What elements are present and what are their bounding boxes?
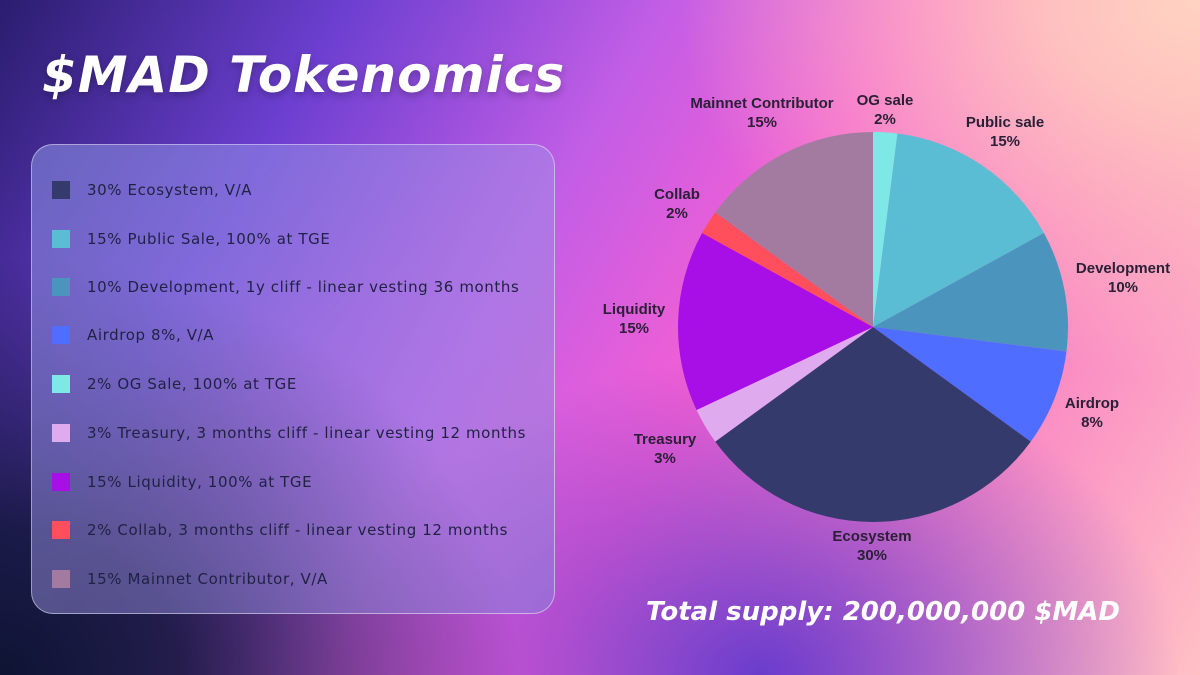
pie-label-liquidity: Liquidity 15% — [603, 301, 666, 337]
pie-slice-og-sale — [873, 132, 898, 327]
legend-label: 2% Collab, 3 months cliff - linear vesti… — [87, 521, 508, 539]
legend-item-mainnet-contributor: 15% Mainnet Contributor, V/A — [52, 568, 328, 590]
legend-label: 30% Ecosystem, V/A — [87, 181, 253, 199]
pie-label-name: Liquidity — [603, 301, 666, 318]
legend-swatch — [52, 278, 70, 296]
pie-label-name: Airdrop — [1065, 395, 1119, 412]
pie-label-value: 15% — [990, 133, 1020, 150]
pie-label-development: Development 10% — [1076, 260, 1170, 296]
legend-item-public-sale: 15% Public Sale, 100% at TGE — [52, 228, 330, 250]
legend-item-collab: 2% Collab, 3 months cliff - linear vesti… — [52, 519, 508, 541]
legend-swatch — [52, 473, 70, 491]
pie-label-value: 30% — [857, 547, 887, 564]
pie-label-value: 2% — [874, 111, 896, 128]
pie-slice-development — [873, 233, 1068, 352]
pie-label-name: Treasury — [634, 431, 697, 448]
pie-label-og-sale: OG sale 2% — [857, 92, 914, 128]
legend-swatch — [52, 326, 70, 344]
pie-slice-public-sale — [873, 133, 1044, 327]
legend-swatch — [52, 570, 70, 588]
pie-label-value: 2% — [666, 205, 688, 222]
legend-label: 10% Development, 1y cliff - linear vesti… — [87, 278, 520, 296]
legend-label: 15% Public Sale, 100% at TGE — [87, 230, 331, 248]
pie-label-treasury: Treasury 3% — [634, 431, 697, 467]
pie-label-name: Development — [1076, 260, 1170, 277]
pie-slice-liquidity — [678, 233, 873, 411]
pie-label-ecosystem: Ecosystem 30% — [832, 528, 911, 564]
legend-label: 2% OG Sale, 100% at TGE — [87, 375, 297, 393]
page-title: $MAD Tokenomics — [42, 46, 566, 104]
legend-swatch — [52, 181, 70, 199]
pie-label-value: 15% — [619, 320, 649, 337]
legend-item-development: 10% Development, 1y cliff - linear vesti… — [52, 276, 519, 298]
legend-swatch — [52, 521, 70, 539]
legend-swatch — [52, 424, 70, 442]
pie-label-name: Mainnet Contributor — [690, 95, 833, 112]
pie-slice-airdrop — [873, 327, 1067, 442]
legend-label: 15% Mainnet Contributor, V/A — [87, 570, 328, 588]
legend-item-ecosystem: 30% Ecosystem, V/A — [52, 179, 252, 201]
pie-label-value: 3% — [654, 450, 676, 467]
pie-label-value: 10% — [1108, 279, 1138, 296]
legend-swatch — [52, 230, 70, 248]
legend-label: Airdrop 8%, V/A — [87, 326, 215, 344]
legend-item-airdrop: Airdrop 8%, V/A — [52, 324, 214, 346]
pie-slice-ecosystem — [715, 327, 1031, 523]
legend-label: 3% Treasury, 3 months cliff - linear ves… — [87, 424, 527, 442]
pie-slice-mainnet-contributor — [715, 132, 873, 327]
pie-label-name: Collab — [654, 186, 700, 203]
legend-item-liquidity: 15% Liquidity, 100% at TGE — [52, 471, 312, 493]
total-supply-text: Total supply: 200,000,000 $MAD — [646, 597, 1120, 627]
pie-label-mainnet-contributor: Mainnet Contributor 15% — [690, 95, 833, 131]
pie-label-name: OG sale — [857, 92, 914, 109]
pie-label-airdrop: Airdrop 8% — [1065, 395, 1119, 431]
legend-item-og-sale: 2% OG Sale, 100% at TGE — [52, 373, 297, 395]
legend-label: 15% Liquidity, 100% at TGE — [87, 473, 313, 491]
pie-slice-treasury — [696, 327, 873, 442]
legend-swatch — [52, 375, 70, 393]
pie-slice-collab — [702, 212, 873, 327]
pie-label-value: 15% — [747, 114, 777, 131]
legend-panel: 30% Ecosystem, V/A 15% Public Sale, 100%… — [31, 144, 555, 614]
legend-item-treasury: 3% Treasury, 3 months cliff - linear ves… — [52, 422, 526, 444]
pie-label-value: 8% — [1081, 414, 1103, 431]
pie-label-name: Public sale — [966, 114, 1044, 131]
pie-label-name: Ecosystem — [832, 528, 911, 545]
pie-label-collab: Collab 2% — [654, 186, 700, 222]
pie-label-public-sale: Public sale 15% — [966, 114, 1044, 150]
